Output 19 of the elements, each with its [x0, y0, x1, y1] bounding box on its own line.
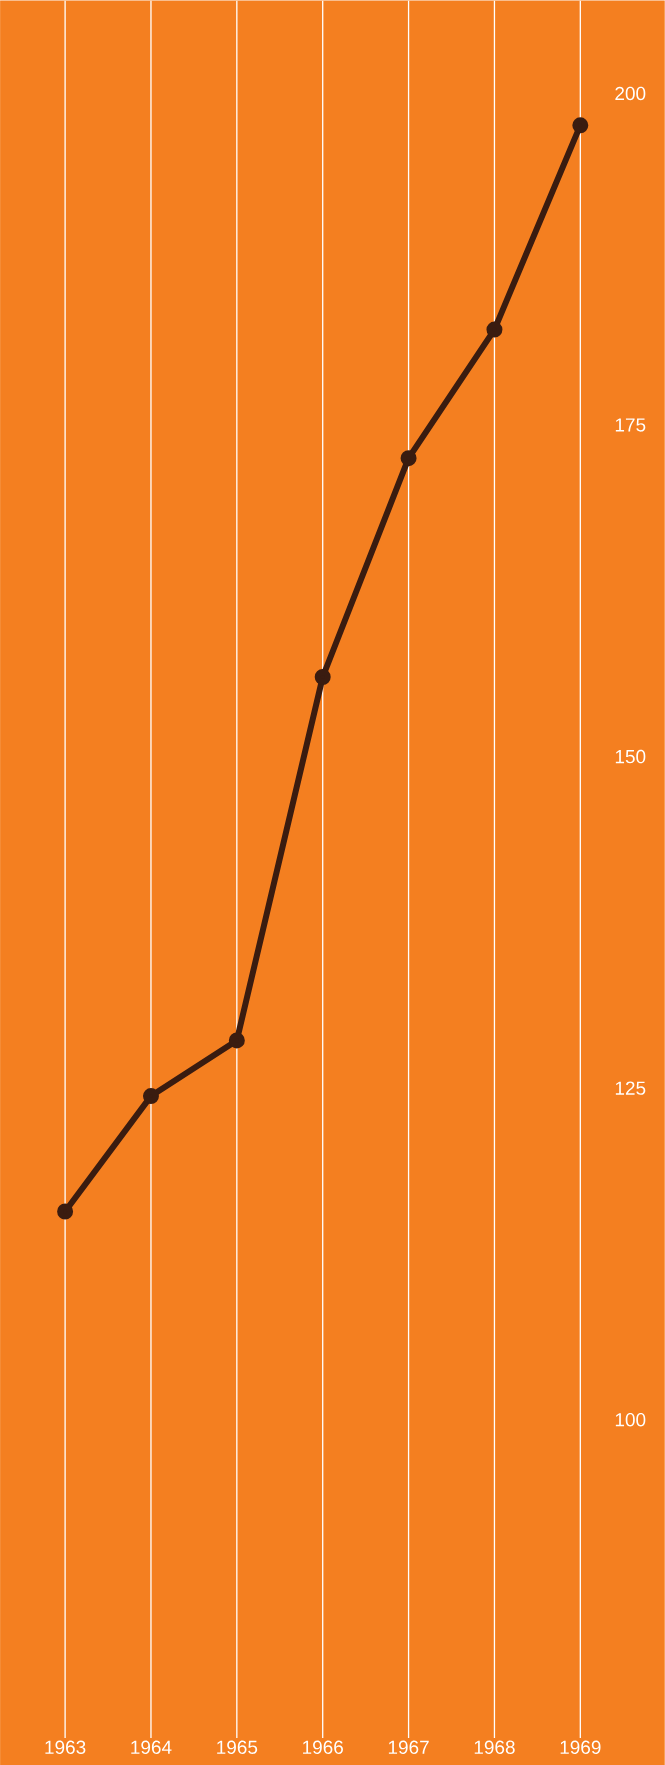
- point: [486, 321, 503, 338]
- point: [143, 1088, 160, 1105]
- point: [57, 1203, 74, 1220]
- y-tick-label: 175: [615, 418, 646, 432]
- x-tick-label: 1964: [131, 1740, 172, 1754]
- point: [572, 117, 589, 134]
- x-tick-label: 1963: [45, 1740, 86, 1754]
- y-tick-label: 200: [615, 86, 646, 101]
- x-tick-label: 1969: [560, 1740, 601, 1754]
- x-tick-label: 1965: [217, 1740, 258, 1754]
- x-tick-label: 1967: [388, 1740, 429, 1754]
- x-tick-label: 1968: [474, 1740, 515, 1754]
- point: [400, 450, 417, 467]
- point: [228, 1032, 245, 1049]
- y-tick-label: 100: [615, 1412, 646, 1427]
- x-tick-label: 1966: [303, 1740, 344, 1754]
- point: [314, 669, 331, 686]
- y-tick-label: 125: [615, 1081, 646, 1095]
- y-tick-label: 150: [615, 749, 646, 764]
